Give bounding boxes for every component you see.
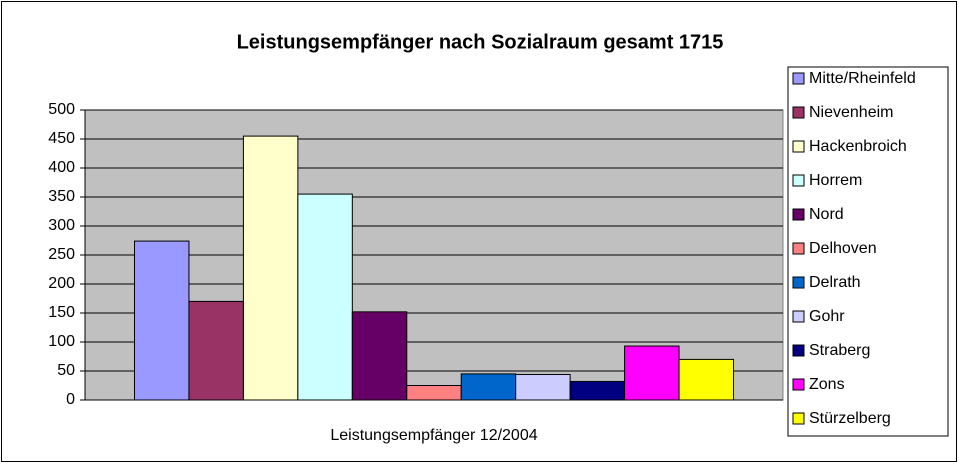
bar	[351, 311, 408, 401]
bar	[134, 240, 190, 401]
legend-label: Horrem	[809, 172, 862, 189]
y-tick-label: 250	[48, 246, 75, 263]
legend-swatch	[792, 72, 805, 85]
legend-label: Nievenheim	[809, 104, 893, 121]
legend-swatch	[792, 310, 805, 323]
x-tick-label: Leistungsempfänger 12/2004	[330, 427, 537, 444]
y-tick-label: 300	[48, 217, 75, 234]
legend-label: Nord	[809, 206, 844, 223]
y-tick-label: 200	[48, 275, 75, 292]
legend-swatch	[792, 242, 805, 255]
legend-label: Delrath	[809, 274, 861, 291]
y-tick-label: 150	[48, 304, 75, 321]
bar	[242, 135, 299, 401]
y-tick-label: 500	[48, 101, 75, 118]
legend-swatch	[792, 276, 805, 289]
chart-title: Leistungsempfänger nach Sozialraum gesam…	[237, 31, 724, 53]
legend-label: Mitte/Rheinfeld	[809, 70, 916, 87]
bar	[678, 358, 735, 401]
y-tick-label: 50	[57, 362, 75, 379]
legend-swatch	[792, 344, 805, 357]
bar	[460, 373, 517, 401]
bar	[188, 300, 244, 401]
legend-label: Zons	[809, 376, 845, 393]
legend-swatch	[792, 412, 805, 425]
legend-swatch	[792, 106, 805, 119]
bar	[297, 193, 353, 401]
bar	[515, 373, 571, 401]
y-tick-label: 0	[66, 391, 75, 408]
legend-label: Hackenbroich	[809, 138, 907, 155]
legend-box	[787, 66, 949, 437]
y-tick-label: 100	[48, 333, 75, 350]
legend-swatch	[792, 140, 805, 153]
y-tick-label: 450	[48, 130, 75, 147]
legend-swatch	[792, 208, 805, 221]
y-tick-label: 350	[48, 188, 75, 205]
bar	[624, 345, 680, 401]
bar	[406, 385, 462, 401]
legend-swatch	[792, 378, 805, 391]
y-tick-label: 400	[48, 159, 75, 176]
legend-label: Gohr	[809, 308, 845, 325]
legend-label: Straberg	[809, 342, 870, 359]
bar	[569, 380, 626, 401]
legend-label: Delhoven	[809, 240, 877, 257]
legend-swatch	[792, 174, 805, 187]
legend-label: Stürzelberg	[809, 410, 891, 427]
